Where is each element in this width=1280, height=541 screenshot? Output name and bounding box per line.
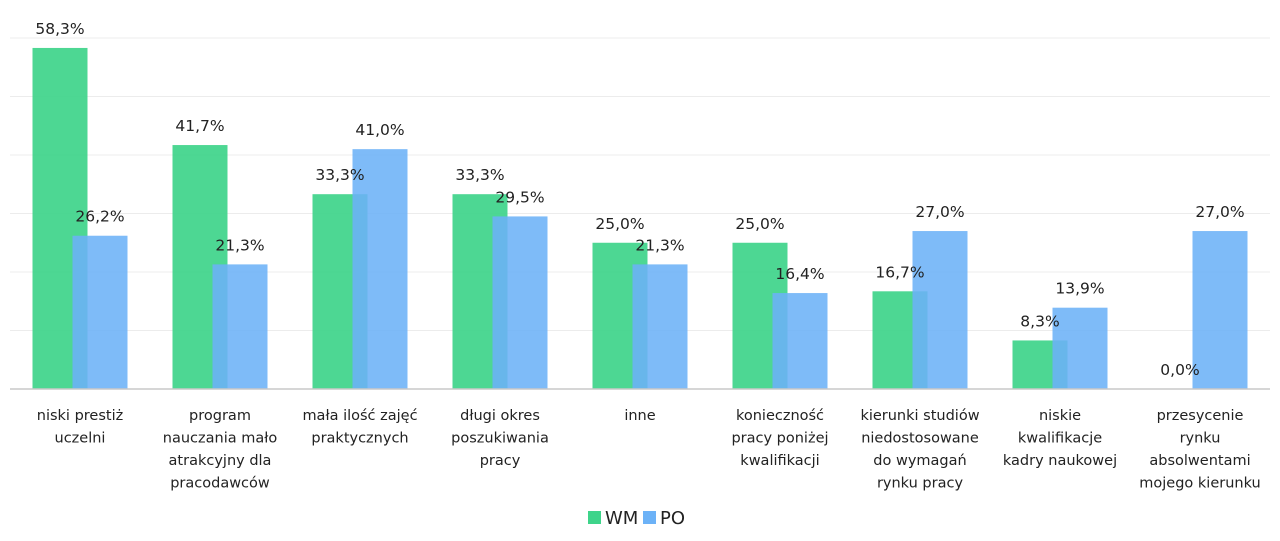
legend-swatch-po	[643, 511, 656, 524]
category-label: konieczność pracy poniżej kwalifikacji	[731, 408, 828, 469]
value-label-wm: 41,7%	[175, 117, 224, 135]
value-label-po: 27,0%	[915, 203, 964, 221]
category-labels: niski prestiż uczelni program nauczania mał…	[37, 408, 1261, 492]
category-label: inne	[624, 408, 655, 424]
value-label-wm: 8,3%	[1020, 312, 1059, 330]
category-label: długi okres poszukiwania pracy	[451, 408, 549, 469]
value-label-wm: 0,0%	[1160, 361, 1199, 379]
category-label: kierunki studiów niedostosowane do wymagań…	[860, 408, 979, 492]
value-labels: 58,3% 26,2% 41,7% 21,3% 33,3% 41,0% 33,3% 29,5%…	[35, 20, 1244, 379]
legend: WM PO	[588, 508, 685, 529]
value-label-po: 29,5%	[495, 188, 544, 206]
legend-label-po: PO	[660, 508, 685, 529]
bar-po	[912, 231, 968, 389]
category-label: przesycenie rynku absolwentami mojego kieru…	[1139, 408, 1260, 492]
value-label-wm: 25,0%	[735, 215, 784, 233]
bar-po	[772, 293, 828, 389]
legend-label-wm: WM	[605, 508, 638, 529]
value-label-po: 21,3%	[215, 236, 264, 254]
value-label-wm: 25,0%	[595, 215, 644, 233]
bar-po	[632, 264, 688, 389]
category-label: program nauczania mało atrakcyjny dla praco…	[163, 408, 278, 492]
category-label: mała ilość zajęć praktycznych	[302, 408, 417, 447]
bar-po	[1192, 231, 1248, 389]
value-label-wm: 33,3%	[455, 166, 504, 184]
value-label-po: 27,0%	[1195, 203, 1244, 221]
bar-po	[72, 235, 128, 389]
value-label-wm: 33,3%	[315, 166, 364, 184]
value-label-po: 41,0%	[355, 121, 404, 139]
category-label: niski prestiż uczelni	[37, 408, 123, 447]
value-label-wm: 16,7%	[875, 263, 924, 281]
bar-po	[1052, 307, 1108, 389]
bar-po	[492, 216, 548, 389]
legend-swatch-wm	[588, 511, 601, 524]
category-label: niskie kwalifikacje kadry naukowej	[1003, 408, 1117, 469]
bars	[32, 47, 1248, 389]
value-label-po: 16,4%	[775, 265, 824, 283]
value-label-wm: 58,3%	[35, 20, 84, 38]
bar-po	[352, 149, 408, 389]
value-label-po: 26,2%	[75, 208, 124, 226]
value-label-po: 13,9%	[1055, 280, 1104, 298]
value-label-po: 21,3%	[635, 236, 684, 254]
bar-po	[212, 264, 268, 389]
